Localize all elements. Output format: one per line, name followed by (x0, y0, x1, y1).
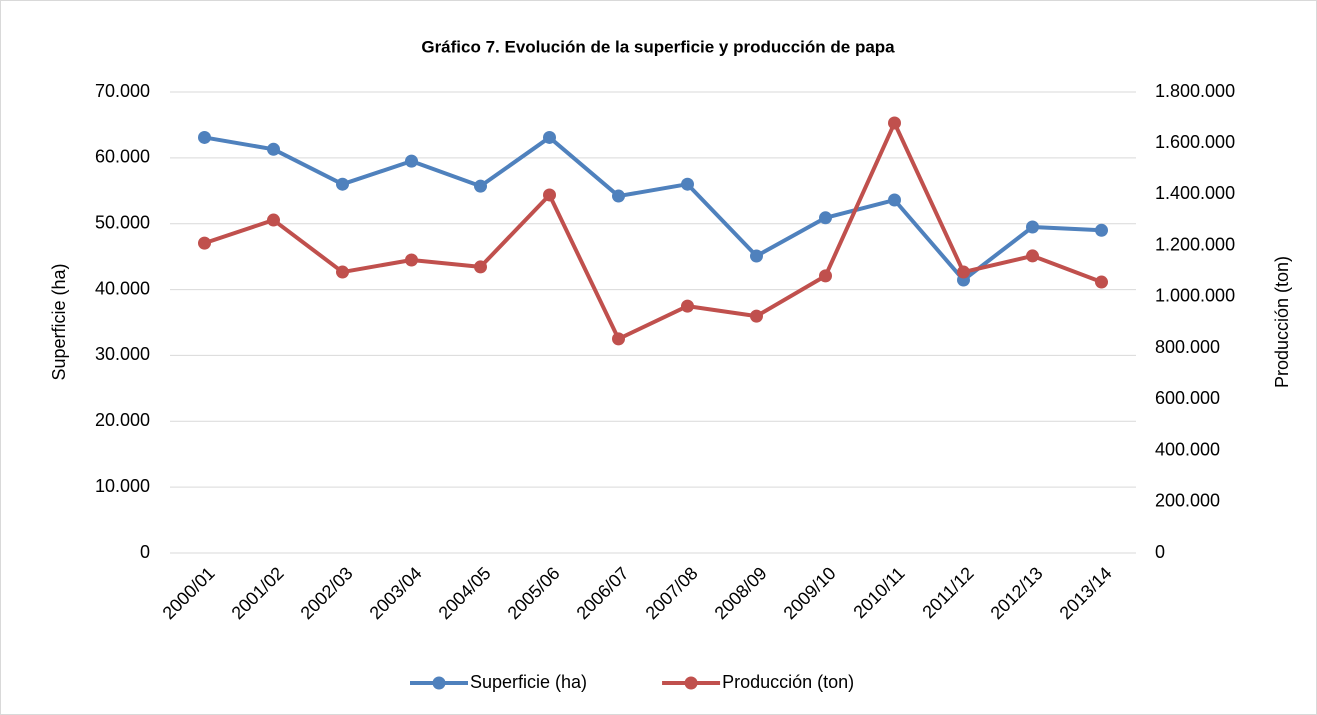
y2-tick-label: 1.000.000 (1155, 286, 1235, 306)
data-point (336, 265, 349, 279)
data-point (336, 177, 349, 191)
y2-axis-title: Producción (ton) (1272, 256, 1292, 388)
data-point (681, 177, 694, 191)
y2-tick-label: 0 (1155, 542, 1165, 562)
y2-tick-label: 800.000 (1155, 337, 1220, 357)
y-tick-label: 20.000 (95, 410, 150, 430)
legend-label: Superficie (ha) (470, 672, 587, 692)
data-point (1026, 249, 1039, 263)
data-point (198, 236, 211, 250)
data-point (819, 269, 832, 283)
data-point (543, 130, 556, 144)
data-point (888, 116, 901, 130)
data-point (474, 260, 487, 274)
data-point (1026, 220, 1039, 234)
y-tick-label: 50.000 (95, 212, 150, 232)
series-line (203, 120, 1103, 341)
y-tick-label: 30.000 (95, 344, 150, 364)
data-point (1095, 223, 1108, 237)
data-point (543, 188, 556, 202)
y2-tick-label: 1.400.000 (1155, 183, 1235, 203)
data-point (1095, 275, 1108, 289)
data-point (267, 142, 280, 156)
data-point (474, 179, 487, 193)
y-tick-label: 10.000 (95, 476, 150, 496)
data-point (819, 211, 832, 225)
y2-tick-label: 1.200.000 (1155, 234, 1235, 254)
y2-tick-label: 1.600.000 (1155, 132, 1235, 152)
data-point (750, 309, 763, 323)
legend-marker (684, 676, 698, 690)
data-point (198, 130, 211, 144)
y-tick-label: 70.000 (95, 81, 150, 101)
data-point (267, 213, 280, 227)
data-point (888, 193, 901, 207)
y2-tick-label: 400.000 (1155, 439, 1220, 459)
y-tick-label: 40.000 (95, 278, 150, 298)
data-point (405, 154, 418, 168)
y2-tick-label: 600.000 (1155, 388, 1220, 408)
data-point (612, 189, 625, 203)
data-point (405, 253, 418, 267)
data-point (612, 332, 625, 346)
y2-tick-label: 1.800.000 (1155, 81, 1235, 101)
y-tick-label: 60.000 (95, 147, 150, 167)
y2-tick-label: 200.000 (1155, 491, 1220, 511)
data-point (681, 299, 694, 313)
series-line (204, 135, 1102, 283)
data-point (750, 249, 763, 263)
chart-title: Gráfico 7. Evolución de la superficie y … (421, 37, 895, 56)
y-tick-label: 0 (140, 542, 150, 562)
data-point (957, 265, 970, 279)
y-axis-title: Superficie (ha) (49, 263, 69, 380)
legend-marker (432, 676, 446, 690)
legend-label: Producción (ton) (722, 672, 854, 692)
